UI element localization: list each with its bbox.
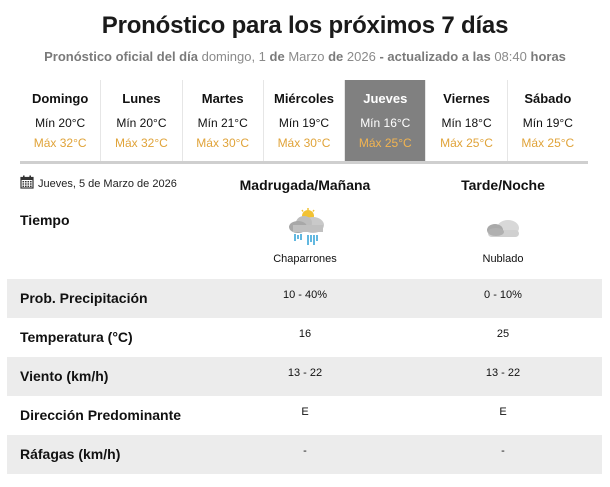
row-label: Ráfagas (km/h) [20, 446, 121, 462]
day-min-temp: Mín 21°C [197, 116, 248, 130]
day-name: Martes [201, 91, 244, 106]
selected-date-text: Jueves, 5 de Marzo de 2026 [38, 177, 177, 190]
row-value-afternoon: 25 [496, 328, 510, 340]
weather-label: Tiempo [20, 212, 70, 228]
row-value-morning: E [301, 406, 309, 418]
day-tab-jueves[interactable]: Jueves Mín 16°C Máx 25°C [345, 80, 427, 161]
weather-morning: Chaparrones [205, 208, 405, 265]
calendar-icon [20, 175, 34, 192]
subtitle-weekday: domingo, 1 [201, 49, 266, 64]
subtitle-year: 2026 [346, 49, 376, 64]
day-min-temp: Mín 20°C [116, 116, 167, 130]
column-header-afternoon: Tarde/Noche [461, 177, 545, 193]
page-title: Pronóstico para los próximos 7 días [101, 12, 509, 39]
day-min-temp: Mín 20°C [35, 116, 86, 130]
sun-cloud-rain-icon [205, 208, 405, 248]
day-max-temp: Máx 25°C [358, 136, 412, 150]
subtitle-updated: - actualizado a las [379, 49, 491, 64]
table-row-gusts: Ráfagas (km/h) - - [7, 435, 602, 474]
day-tab-domingo[interactable]: Domingo Mín 20°C Máx 32°C [20, 80, 102, 161]
day-max-temp: Máx 25°C [521, 136, 575, 150]
row-value-afternoon: 13 - 22 [485, 367, 521, 379]
column-header-morning: Madrugada/Mañana [239, 177, 371, 193]
day-name: Jueves [363, 91, 408, 106]
row-value-morning: 16 [298, 328, 312, 340]
weather-afternoon: Nublado [403, 208, 603, 265]
day-max-temp: Máx 32°C [33, 136, 87, 150]
subtitle-month: Marzo [288, 49, 325, 64]
page-subtitle: Pronóstico oficial del día domingo, 1 de… [0, 49, 610, 64]
day-max-temp: Máx 25°C [440, 136, 493, 150]
day-tab-miercoles[interactable]: Miércoles Mín 19°C Máx 30°C [263, 80, 346, 161]
row-value-morning: 10 - 40% [282, 289, 328, 301]
day-name: Miércoles [273, 91, 334, 106]
day-max-temp: Máx 32°C [115, 136, 168, 150]
subtitle-de: de [328, 49, 344, 64]
subtitle-hours: horas [530, 49, 566, 64]
row-label: Viento (km/h) [20, 368, 109, 384]
row-value-afternoon: E [499, 406, 507, 418]
table-row-wind: Viento (km/h) 13 - 22 13 - 22 [7, 357, 602, 396]
subtitle-de: de [269, 49, 285, 64]
day-tab-martes[interactable]: Martes Mín 21°C Máx 30°C [182, 80, 264, 161]
forecast-details-table: Prob. Precipitación 10 - 40% 0 - 10% Tem… [7, 279, 602, 474]
day-tabs: Domingo Mín 20°C Máx 32°C Lunes Mín 20°C… [20, 80, 588, 164]
subtitle-time: 08:40 [494, 49, 527, 64]
day-name: Domingo [31, 91, 89, 106]
subtitle-prefix: Pronóstico oficial del día [44, 49, 198, 64]
day-name: Viernes [443, 91, 490, 106]
day-max-temp: Máx 30°C [196, 136, 250, 150]
day-tab-viernes[interactable]: Viernes Mín 18°C Máx 25°C [426, 80, 508, 161]
table-row-temperature: Temperatura (°C) 16 25 [7, 318, 602, 357]
day-name: Lunes [122, 91, 161, 106]
row-value-afternoon: 0 - 10% [484, 289, 522, 301]
cloud-icon [403, 208, 603, 248]
day-min-temp: Mín 19°C [522, 116, 573, 130]
row-value-morning: - [303, 445, 307, 457]
day-min-temp: Mín 19°C [278, 116, 330, 130]
row-value-morning: 13 - 22 [287, 367, 323, 379]
weather-desc-afternoon: Nublado [482, 253, 524, 265]
day-min-temp: Mín 18°C [441, 116, 492, 130]
row-label: Prob. Precipitación [20, 290, 148, 306]
row-value-afternoon: - [501, 445, 505, 457]
day-name: Sábado [524, 91, 572, 106]
day-max-temp: Máx 30°C [277, 136, 331, 150]
table-row-precipitation: Prob. Precipitación 10 - 40% 0 - 10% [7, 279, 602, 318]
selected-date: Jueves, 5 de Marzo de 2026 [20, 175, 177, 192]
row-label: Dirección Predominante [20, 407, 182, 423]
table-row-direction: Dirección Predominante E E [7, 396, 602, 435]
day-tab-sabado[interactable]: Sábado Mín 19°C Máx 25°C [507, 80, 588, 161]
day-tab-lunes[interactable]: Lunes Mín 20°C Máx 32°C [101, 80, 183, 161]
row-label: Temperatura (°C) [20, 329, 133, 345]
weather-desc-morning: Chaparrones [273, 253, 337, 265]
day-min-temp: Mín 16°C [360, 116, 411, 130]
